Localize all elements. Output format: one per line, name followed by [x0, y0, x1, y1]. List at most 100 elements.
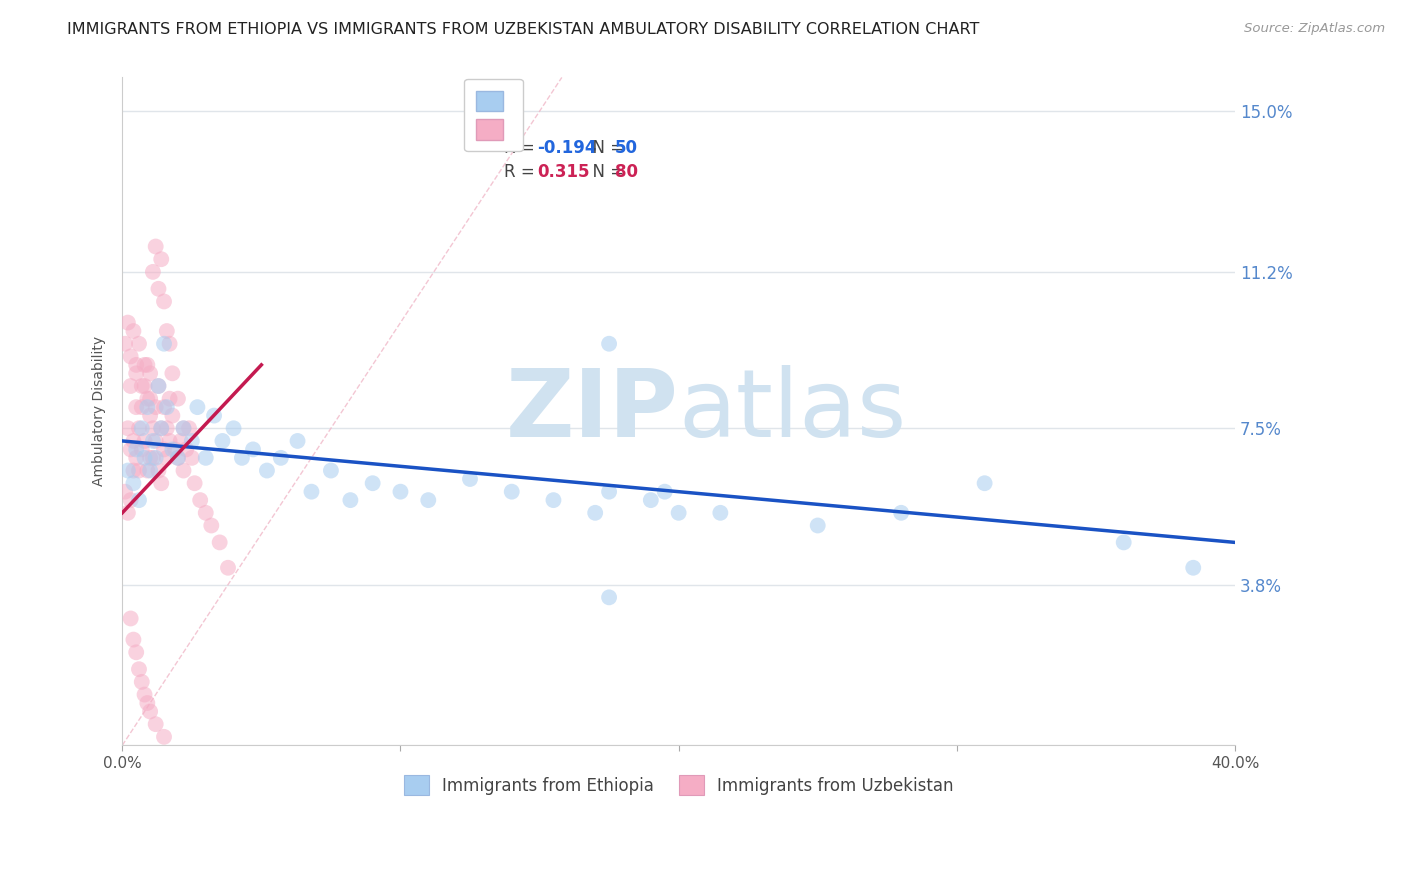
Point	[973, 476, 995, 491]
Point	[134, 379, 156, 393]
Point	[654, 484, 676, 499]
Point	[173, 421, 195, 435]
Point	[148, 282, 170, 296]
Point	[122, 464, 145, 478]
Text: atlas: atlas	[679, 366, 907, 458]
Point	[145, 434, 167, 448]
Text: -0.194: -0.194	[537, 138, 596, 157]
Point	[183, 476, 205, 491]
Point	[148, 379, 170, 393]
Text: N =: N =	[582, 163, 630, 181]
Point	[319, 464, 342, 478]
Point	[217, 561, 239, 575]
Point	[125, 400, 148, 414]
Point	[131, 400, 153, 414]
Point	[122, 434, 145, 448]
Point	[117, 316, 139, 330]
Point	[145, 450, 167, 465]
Point	[180, 450, 202, 465]
Point	[136, 464, 159, 478]
Point	[148, 379, 170, 393]
Point	[139, 450, 162, 465]
Point	[114, 484, 136, 499]
Point	[142, 421, 165, 435]
Point	[145, 717, 167, 731]
Point	[120, 350, 142, 364]
Point	[159, 434, 181, 448]
Point	[142, 434, 165, 448]
Point	[501, 484, 523, 499]
Point	[156, 421, 179, 435]
Point	[120, 611, 142, 625]
Point	[458, 472, 481, 486]
Point	[136, 392, 159, 406]
Point	[150, 421, 173, 435]
Point	[145, 239, 167, 253]
Text: 50: 50	[616, 138, 638, 157]
Point	[301, 484, 323, 499]
Point	[162, 409, 184, 423]
Point	[125, 442, 148, 457]
Point	[139, 367, 162, 381]
Point	[173, 421, 195, 435]
Point	[256, 464, 278, 478]
Point	[186, 400, 208, 414]
Point	[134, 358, 156, 372]
Point	[177, 421, 200, 435]
Point	[156, 324, 179, 338]
Point	[339, 493, 361, 508]
Point	[131, 674, 153, 689]
Point	[153, 294, 176, 309]
Point	[153, 730, 176, 744]
Point	[270, 450, 292, 465]
Point	[153, 442, 176, 457]
Point	[134, 434, 156, 448]
Point	[139, 705, 162, 719]
Point	[153, 400, 176, 414]
Y-axis label: Ambulatory Disability: Ambulatory Disability	[93, 336, 107, 486]
Point	[598, 336, 620, 351]
Point	[211, 434, 233, 448]
Point	[188, 493, 211, 508]
Point	[194, 506, 217, 520]
Point	[640, 493, 662, 508]
Point	[167, 450, 190, 465]
Point	[200, 518, 222, 533]
Point	[170, 434, 193, 448]
Point	[222, 421, 245, 435]
Point	[162, 442, 184, 457]
Point	[128, 493, 150, 508]
Text: R =: R =	[503, 138, 540, 157]
Text: Source: ZipAtlas.com: Source: ZipAtlas.com	[1244, 22, 1385, 36]
Point	[139, 392, 162, 406]
Point	[167, 392, 190, 406]
Point	[131, 442, 153, 457]
Point	[120, 442, 142, 457]
Point	[134, 450, 156, 465]
Text: ZIP: ZIP	[506, 366, 679, 458]
Text: IMMIGRANTS FROM ETHIOPIA VS IMMIGRANTS FROM UZBEKISTAN AMBULATORY DISABILITY COR: IMMIGRANTS FROM ETHIOPIA VS IMMIGRANTS F…	[67, 22, 980, 37]
Point	[125, 645, 148, 659]
Point	[153, 336, 176, 351]
Point	[150, 252, 173, 267]
Point	[114, 336, 136, 351]
Text: 0.315: 0.315	[537, 163, 591, 181]
Point	[208, 535, 231, 549]
Point	[167, 450, 190, 465]
Point	[202, 409, 225, 423]
Point	[139, 409, 162, 423]
Point	[142, 265, 165, 279]
Point	[131, 421, 153, 435]
Point	[180, 434, 202, 448]
Point	[148, 464, 170, 478]
Point	[173, 464, 195, 478]
Point	[139, 464, 162, 478]
Point	[1112, 535, 1135, 549]
Point	[418, 493, 440, 508]
Point	[159, 336, 181, 351]
Point	[145, 400, 167, 414]
Point	[120, 493, 142, 508]
Point	[136, 400, 159, 414]
Point	[136, 696, 159, 710]
Point	[125, 450, 148, 465]
